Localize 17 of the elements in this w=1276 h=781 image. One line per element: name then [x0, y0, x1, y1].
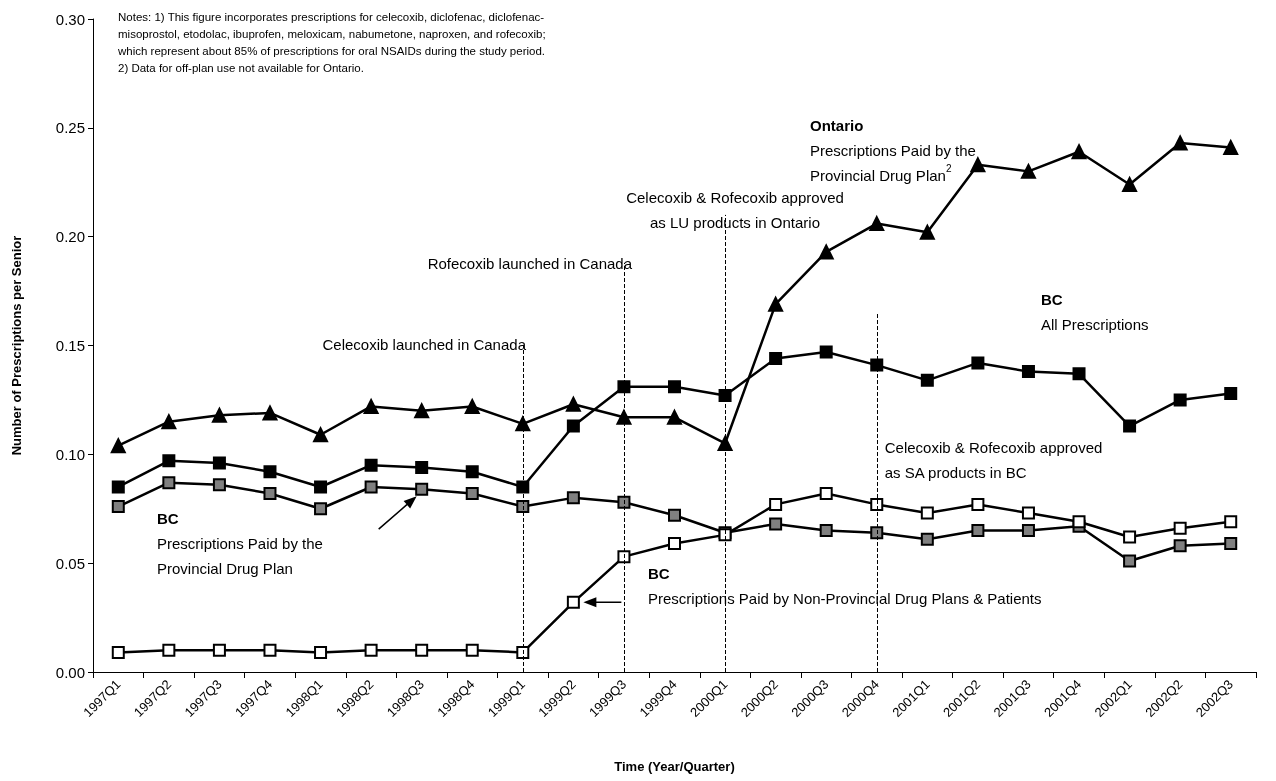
- x-axis-title: Time (Year/Quarter): [614, 759, 735, 774]
- series-label: BC Prescriptions Paid by Non-Provincial Drug Plans & Patients: [648, 565, 1042, 607]
- ref-line-label: Celecoxib & Rofecoxib approved as SA products in BC: [884, 439, 1103, 481]
- ref-line-label: Celecoxib launched in Canada: [322, 336, 527, 353]
- y-tick-label: 0.25: [55, 119, 85, 137]
- y-tick-label: 0.10: [55, 445, 85, 463]
- y-tick-label: 0.20: [55, 228, 85, 246]
- ref-line-label: Celecoxib & Rofecoxib approved as LU products in Ontario: [626, 189, 844, 231]
- annotation: Notes: 1) This figure incorporates prescriptions for celecoxib, diclofenac, diclofenac- misoprostol, etodolac, ibuprofen, meloxicam, nabumetone, naproxen, and rofecoxib; which represent about 85% of prescriptions for oral NSAIDs during the study period. 2) Data for off-plan use not available for Ontario.: [117, 10, 546, 74]
- y-tick-label: 0.30: [55, 10, 85, 28]
- text: BC All Prescriptions: [1041, 291, 1149, 333]
- y-tick-label: 0.05: [55, 554, 85, 572]
- ref-line-label: Rofecoxib launched in Canada: [427, 255, 633, 272]
- y-tick-label: 0.00: [55, 663, 85, 681]
- y-axis-title: Number of Prescriptions per Senior: [9, 235, 24, 456]
- y-tick-label: 0.15: [55, 337, 85, 354]
- series-label: BC Prescriptions Paid by the Provincial Drug Plan: [157, 510, 323, 577]
